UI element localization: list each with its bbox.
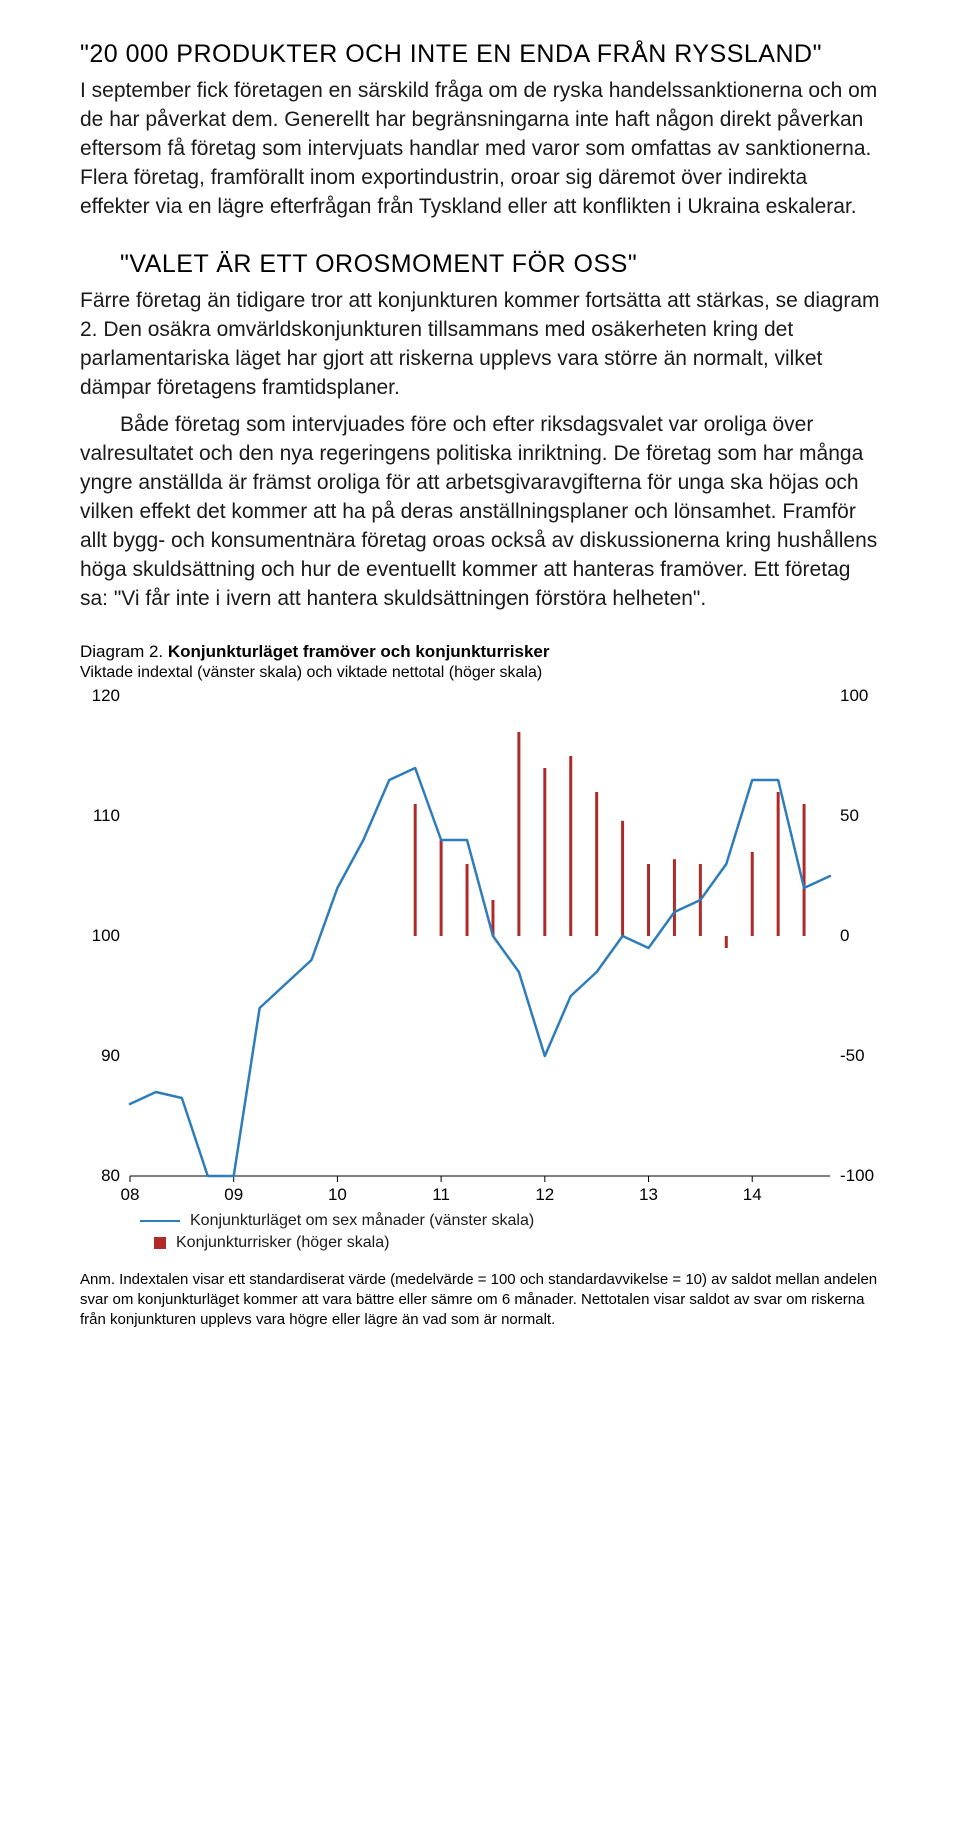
legend-bar-swatch <box>154 1237 166 1249</box>
chart-svg: 80 90 100 110 120 -100 -50 0 50 100 08 09 10 11 12 13 14 <box>80 686 880 1206</box>
svg-text:50: 50 <box>840 806 859 825</box>
chart-footnote: Anm. Indextalen visar ett standardiserat… <box>80 1270 880 1331</box>
chart: 80 90 100 110 120 -100 -50 0 50 100 08 09 10 11 12 13 14 <box>80 686 880 1206</box>
section1-para: I september fick företagen en särskild f… <box>80 77 880 222</box>
svg-text:120: 120 <box>92 686 120 705</box>
legend-line-label: Konjunkturläget om sex månader (vänster … <box>190 1212 534 1230</box>
svg-text:110: 110 <box>93 806 120 825</box>
svg-text:09: 09 <box>224 1185 243 1204</box>
svg-text:80: 80 <box>101 1166 120 1185</box>
chart-title-block: Diagram 2. Konjunkturläget framöver och … <box>80 642 880 682</box>
legend-bar-label: Konjunkturrisker (höger skala) <box>176 1234 389 1252</box>
svg-text:90: 90 <box>101 1046 120 1065</box>
section2-heading: "VALET ÄR ETT OROSMOMENT FÖR OSS" <box>80 250 880 279</box>
svg-text:-50: -50 <box>840 1046 865 1065</box>
svg-text:0: 0 <box>840 926 849 945</box>
svg-text:12: 12 <box>535 1185 554 1204</box>
svg-text:11: 11 <box>432 1185 450 1204</box>
chart-caption: Diagram 2. Konjunkturläget framöver och … <box>80 642 880 662</box>
svg-text:13: 13 <box>639 1185 658 1204</box>
chart-caption-prefix: Diagram 2. <box>80 642 168 661</box>
svg-text:100: 100 <box>92 926 120 945</box>
chart-caption-bold: Konjunkturläget framöver och konjunkturr… <box>168 642 550 661</box>
svg-text:-100: -100 <box>840 1166 874 1185</box>
legend-line-row: Konjunkturläget om sex månader (vänster … <box>140 1212 880 1230</box>
section1-heading: "20 000 PRODUKTER OCH INTE EN ENDA FRÅN … <box>80 40 880 69</box>
chart-subcaption: Viktade indextal (vänster skala) och vik… <box>80 664 880 682</box>
section2-para2: Både företag som intervjuades före och e… <box>80 411 880 614</box>
svg-text:10: 10 <box>328 1185 347 1204</box>
legend-line-swatch <box>140 1220 180 1222</box>
chart-legend: Konjunkturläget om sex månader (vänster … <box>80 1212 880 1252</box>
section2-para1: Färre företag än tidigare tror att konju… <box>80 287 880 403</box>
legend-bar-row: Konjunkturrisker (höger skala) <box>140 1234 880 1252</box>
svg-text:100: 100 <box>840 686 868 705</box>
svg-text:14: 14 <box>743 1185 762 1204</box>
svg-text:08: 08 <box>121 1185 140 1204</box>
